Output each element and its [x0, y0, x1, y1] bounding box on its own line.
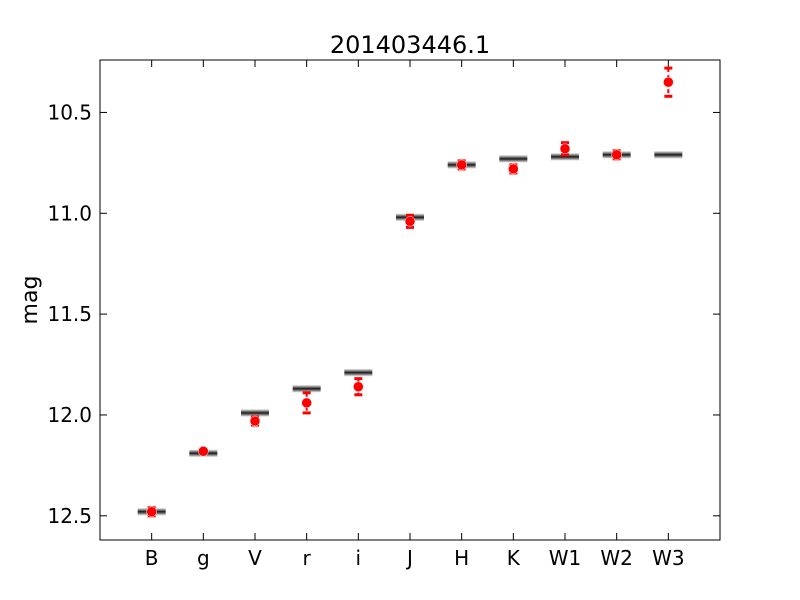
data-point	[353, 381, 364, 392]
data-point	[456, 159, 467, 171]
x-tick-label: W3	[652, 546, 685, 570]
x-tick-label: J	[405, 546, 413, 570]
x-tick-label: W2	[600, 546, 633, 570]
data-point	[146, 506, 157, 518]
model-mark	[499, 154, 528, 163]
model-mark	[292, 384, 321, 393]
model-mark	[241, 408, 269, 417]
x-tick-label: H	[454, 546, 469, 570]
data-point	[663, 76, 674, 88]
model-mark	[551, 152, 579, 161]
x-tick-label: B	[145, 546, 159, 570]
data-point	[508, 163, 519, 175]
y-tick-label: 12.5	[47, 504, 92, 528]
plot-area	[100, 60, 720, 540]
x-tick-label: W1	[549, 546, 582, 570]
data-point	[301, 397, 312, 409]
model-mark	[344, 368, 373, 377]
x-tick-label: r	[303, 546, 312, 570]
data-point	[249, 415, 261, 427]
data-point	[404, 216, 416, 227]
y-tick-label: 10.5	[47, 100, 92, 124]
y-axis-label: mag	[18, 276, 43, 325]
chart-title: 201403446.1	[330, 31, 490, 59]
x-tick-label: V	[248, 546, 262, 570]
plot-frame	[99, 59, 721, 541]
data-point	[611, 149, 622, 161]
y-tick-label: 11.5	[47, 302, 92, 326]
y-tick-label: 12.0	[47, 403, 92, 427]
data-point	[559, 143, 571, 154]
model-mark	[654, 150, 683, 159]
x-tick-label: g	[197, 546, 210, 570]
data-point	[198, 446, 209, 457]
y-tick-label: 11.0	[47, 201, 92, 225]
x-tick-label: i	[356, 546, 362, 570]
x-tick-label: K	[507, 546, 521, 570]
